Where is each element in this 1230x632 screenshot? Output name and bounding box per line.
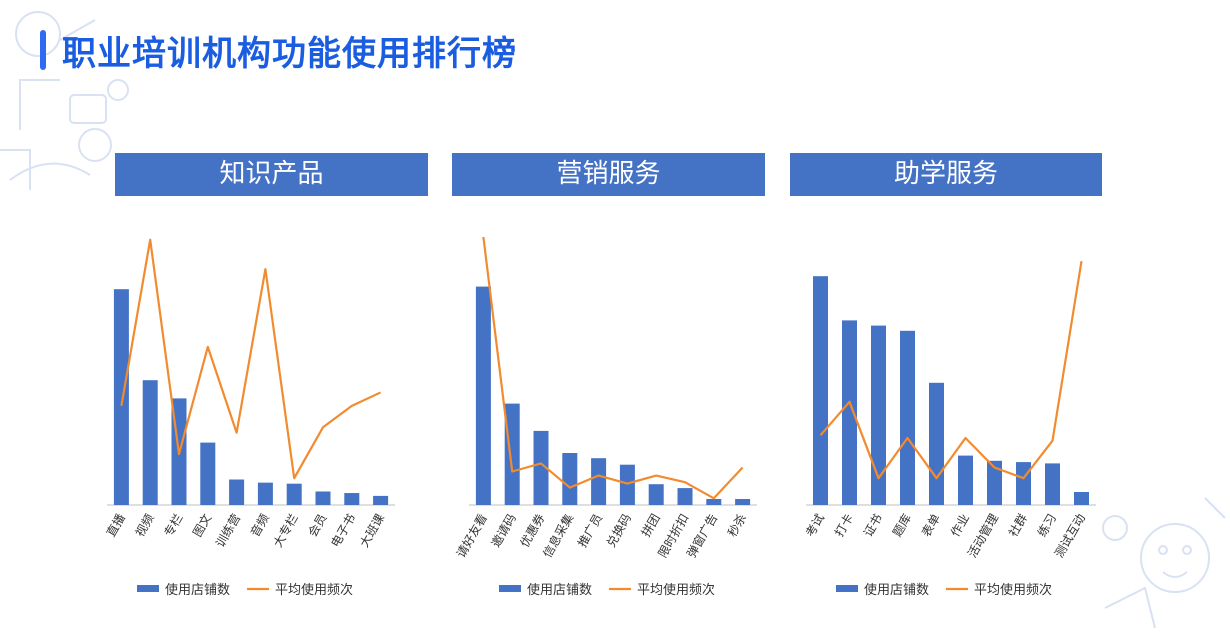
legend-bar-label: 使用店铺数 bbox=[527, 582, 592, 598]
title-accent-bar bbox=[40, 30, 46, 70]
tick-label: 直播 bbox=[104, 512, 128, 540]
tick-label: 视频 bbox=[132, 511, 157, 539]
bar bbox=[813, 276, 828, 505]
bar bbox=[735, 499, 751, 505]
legend-line-label: 平均使用频次 bbox=[275, 582, 353, 598]
tick-label: 打卡 bbox=[832, 512, 856, 540]
tick-label: 作业 bbox=[948, 512, 972, 540]
series-line bbox=[819, 260, 1083, 480]
tick-label: 电子书 bbox=[328, 512, 358, 550]
tick-label: 请好友看 bbox=[454, 512, 490, 561]
tick-label: 表单 bbox=[919, 512, 943, 540]
tick-label: 音频 bbox=[247, 511, 272, 539]
tick-label: 练习 bbox=[1034, 511, 1059, 539]
tick-label: 大专栏 bbox=[270, 511, 301, 550]
bar bbox=[871, 325, 886, 505]
tick-label: 证书 bbox=[861, 512, 885, 540]
legend-bar-label: 使用店铺数 bbox=[864, 582, 929, 598]
tick-label: 推广员 bbox=[575, 512, 605, 550]
decorative-illustration-top-left bbox=[0, 11, 129, 190]
panel-header-learning: 助学服务 bbox=[790, 153, 1102, 196]
bar bbox=[842, 320, 857, 505]
bar bbox=[900, 330, 915, 505]
bar bbox=[315, 491, 331, 505]
bar bbox=[562, 453, 578, 505]
tick-label: 兑换码 bbox=[604, 512, 634, 550]
tick-label: 秒杀 bbox=[724, 511, 749, 539]
page-title: 职业培训机构功能使用排行榜 bbox=[62, 34, 517, 74]
bar bbox=[344, 493, 360, 505]
bar bbox=[958, 455, 973, 505]
decorative-illustration-bottom-right bbox=[1102, 497, 1226, 629]
legend-line-label: 平均使用频次 bbox=[637, 582, 715, 598]
bar bbox=[929, 382, 944, 505]
tick-label: 邀请码 bbox=[488, 511, 519, 550]
tick-label: 拼团 bbox=[639, 512, 663, 540]
panel-header-knowledge: 知识产品 bbox=[115, 153, 428, 196]
legend-line-label: 平均使用频次 bbox=[974, 582, 1052, 598]
panel-header-marketing: 营销服务 bbox=[452, 153, 765, 196]
tick-label: 专栏 bbox=[161, 511, 186, 539]
tick-label: 优惠券 bbox=[517, 511, 548, 550]
bar bbox=[706, 499, 722, 505]
bar bbox=[648, 484, 664, 505]
bar bbox=[475, 286, 491, 505]
legend-bar-swatch bbox=[137, 585, 159, 592]
bar bbox=[373, 495, 389, 505]
bar bbox=[533, 430, 549, 505]
bar bbox=[1016, 462, 1031, 505]
tick-label: 图文 bbox=[189, 511, 214, 539]
tick-label: 考试 bbox=[802, 511, 827, 539]
tick-label: 会员 bbox=[305, 512, 329, 540]
bar bbox=[619, 464, 635, 505]
bar bbox=[200, 442, 216, 505]
bar bbox=[229, 479, 245, 505]
bar bbox=[504, 403, 520, 505]
tick-label: 训练营 bbox=[212, 511, 243, 550]
tick-label: 大班课 bbox=[357, 512, 387, 550]
series-line bbox=[120, 238, 382, 480]
bar bbox=[142, 380, 158, 505]
bar bbox=[1045, 463, 1060, 505]
bar bbox=[257, 482, 273, 505]
bar bbox=[113, 289, 129, 505]
bar bbox=[1074, 492, 1089, 505]
tick-label: 题库 bbox=[889, 511, 914, 539]
bar bbox=[987, 460, 1002, 505]
bar bbox=[677, 488, 693, 505]
legend-bar-swatch bbox=[499, 585, 521, 592]
bar bbox=[591, 458, 607, 505]
legend-bar-swatch bbox=[836, 585, 858, 592]
bar bbox=[286, 483, 302, 505]
series-line bbox=[482, 236, 744, 500]
legend-bar-label: 使用店铺数 bbox=[165, 582, 230, 598]
tick-label: 社群 bbox=[1005, 511, 1030, 539]
